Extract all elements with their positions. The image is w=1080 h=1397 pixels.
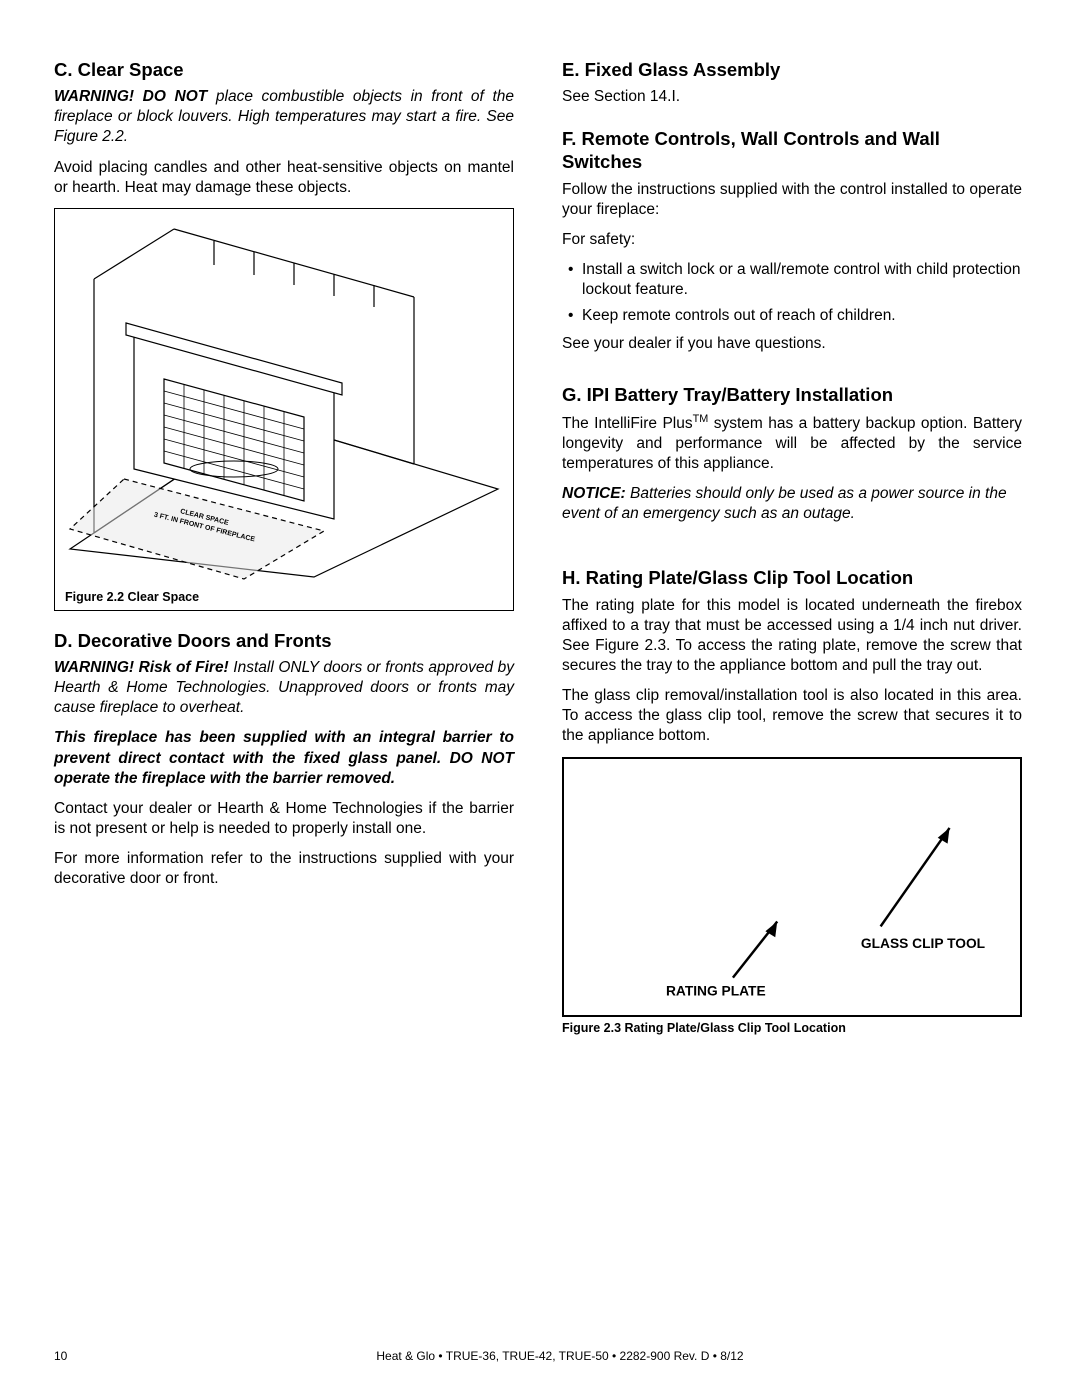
notice-g: NOTICE: Batteries should only be used as… <box>562 484 1022 524</box>
list-item: Keep remote controls out of reach of chi… <box>562 306 1022 326</box>
right-column: E. Fixed Glass Assembly See Section 14.I… <box>562 58 1022 1035</box>
para-f3: See your dealer if you have questions. <box>562 334 1022 354</box>
para-e1: See Section 14.I. <box>562 87 1022 107</box>
page-footer: 10 Heat & Glo • TRUE-36, TRUE-42, TRUE-5… <box>54 1349 1026 1363</box>
para-h2: The glass clip removal/installation tool… <box>562 686 1022 746</box>
para-d2: For more information refer to the instru… <box>54 849 514 889</box>
heading-f: F. Remote Controls, Wall Controls and Wa… <box>562 127 1022 173</box>
fireplace-diagram-icon: CLEAR SPACE 3 FT. IN FRONT OF FIREPLACE <box>57 219 511 584</box>
fig23-label-rating: RATING PLATE <box>666 983 766 998</box>
figure-2-3-caption: Figure 2.3 Rating Plate/Glass Clip Tool … <box>562 1021 1022 1035</box>
para-d-bold: This ﬁreplace has been supplied with an … <box>54 728 514 788</box>
para-g1: The IntelliFire PlusTM system has a batt… <box>562 412 1022 475</box>
rating-plate-diagram-icon: GLASS CLIP TOOL RATING PLATE <box>562 757 1022 1017</box>
notice-g-lead: NOTICE: <box>562 485 630 502</box>
figure-2-2-caption: Figure 2.2 Clear Space <box>57 590 511 604</box>
tm-mark: TM <box>693 413 709 425</box>
page-number: 10 <box>54 1349 94 1363</box>
footer-text: Heat & Glo • TRUE-36, TRUE-42, TRUE-50 •… <box>94 1349 1026 1363</box>
heading-g: G. IPI Battery Tray/Battery Installation <box>562 383 1022 406</box>
heading-h: H. Rating Plate/Glass Clip Tool Location <box>562 566 1022 589</box>
figure-2-2: CLEAR SPACE 3 FT. IN FRONT OF FIREPLACE … <box>54 208 514 611</box>
figure-2-3: GLASS CLIP TOOL RATING PLATE Figure 2.3 … <box>562 757 1022 1035</box>
para-h1: The rating plate for this model is locat… <box>562 596 1022 677</box>
warning-d: WARNING! Risk of Fire! Install ONLY door… <box>54 658 514 718</box>
para-d1: Contact your dealer or Hearth & Home Tec… <box>54 799 514 839</box>
fig23-label-glass: GLASS CLIP TOOL <box>861 936 985 951</box>
left-column: C. Clear Space WARNING! DO NOT place com… <box>54 58 514 1035</box>
list-f: Install a switch lock or a wall/remote c… <box>562 260 1022 326</box>
page: C. Clear Space WARNING! DO NOT place com… <box>0 0 1080 1397</box>
warning-c: WARNING! DO NOT place combustible object… <box>54 87 514 147</box>
two-column-layout: C. Clear Space WARNING! DO NOT place com… <box>54 58 1026 1035</box>
para-c1: Avoid placing candles and other heat-sen… <box>54 158 514 198</box>
heading-e: E. Fixed Glass Assembly <box>562 58 1022 81</box>
para-g1-pre: The IntelliFire Plus <box>562 415 693 432</box>
warning-c-lead: WARNING! DO NOT <box>54 88 216 105</box>
heading-d: D. Decorative Doors and Fronts <box>54 629 514 652</box>
para-f1: Follow the instructions supplied with th… <box>562 180 1022 220</box>
heading-c: C. Clear Space <box>54 58 514 81</box>
list-item: Install a switch lock or a wall/remote c… <box>562 260 1022 300</box>
warning-d-lead: WARNING! Risk of Fire! <box>54 659 233 676</box>
para-f2: For safety: <box>562 230 1022 250</box>
